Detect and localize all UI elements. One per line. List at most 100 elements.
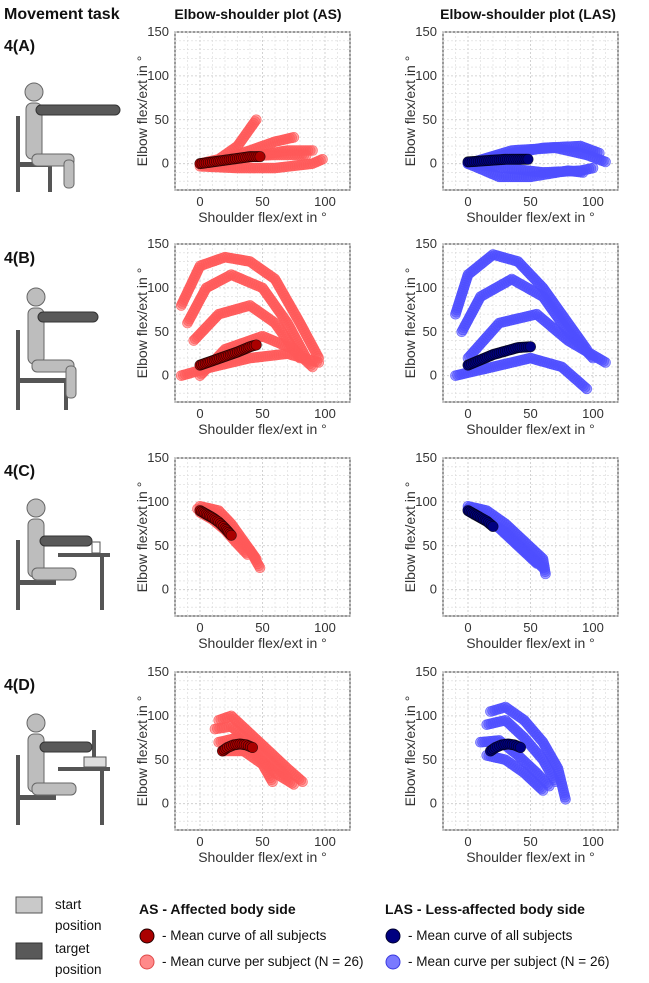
head-a — [24, 82, 44, 102]
row-label-4d: 4(D) — [4, 677, 35, 694]
x-tick-label: 50 — [523, 834, 537, 849]
col-title-as: Elbow-shoulder plot (AS) — [174, 6, 341, 22]
cup-icon — [91, 541, 101, 554]
x-tick-label: 0 — [196, 620, 203, 635]
mean-curve-point — [254, 151, 266, 163]
chair-leg-b — [64, 383, 68, 410]
y-tick-label: 100 — [415, 494, 437, 509]
subject-curve-point — [267, 776, 278, 788]
legend-las-header: LAS - Less-affected body side — [385, 901, 585, 917]
pictogram-4c — [16, 498, 110, 610]
plot-4d-as: 0 50 100 0 50 100 150 Shoulder flex/ext in ° Elb… — [134, 664, 351, 865]
y-tick-label: 150 — [415, 236, 437, 251]
shin-b — [65, 365, 77, 399]
plot-4c-as: 0 50 100 0 50 100 150 Shoulder flex/ext in ° Elb… — [134, 450, 351, 651]
x-axis-label: Shoulder flex/ext in ° — [466, 421, 595, 437]
legend-as-header: AS - Affected body side — [139, 901, 296, 917]
x-tick-label: 100 — [314, 406, 336, 421]
data-marks — [450, 249, 611, 395]
y-tick-label: 150 — [147, 24, 169, 39]
chair-back-d — [16, 755, 20, 825]
legend-as-subject-marker — [139, 954, 155, 970]
y-tick-label: 0 — [430, 156, 437, 171]
x-tick-label: 50 — [255, 834, 269, 849]
y-tick-label: 100 — [415, 280, 437, 295]
y-axis-label: Elbow flex/ext in ° — [134, 268, 150, 379]
table-leg-d — [100, 771, 104, 825]
y-tick-label: 150 — [147, 236, 169, 251]
x-tick-label: 100 — [582, 194, 604, 209]
chair-seat-c — [16, 580, 56, 585]
start-position-swatch — [15, 896, 43, 914]
arm-target-d — [39, 741, 93, 753]
x-axis-label: Shoulder flex/ext in ° — [198, 635, 327, 651]
y-tick-label: 0 — [430, 368, 437, 383]
plot-4a-las: 0 50 100 0 50 100 150 Shoulder flex/ext in ° Elb… — [402, 24, 619, 225]
thigh-c — [31, 567, 77, 581]
subject-curve-point — [288, 132, 300, 143]
y-tick-label: 100 — [147, 68, 169, 83]
y-axis-label: Elbow flex/ext in ° — [402, 268, 418, 379]
x-tick-label: 0 — [464, 834, 471, 849]
y-tick-label: 0 — [162, 368, 169, 383]
y-tick-label: 0 — [162, 156, 169, 171]
legend-las-mean-marker — [385, 928, 401, 944]
plot-4a-as: 0 50 100 0 50 100 150 Shoulder flex/ext in ° Elb… — [134, 24, 351, 225]
subject-curve-point — [600, 357, 611, 368]
pictogram-4d — [16, 713, 110, 825]
chair-seat-b — [16, 378, 68, 383]
plot-grid: 0 50 100 0 50 100 150 Shoulder flex/ext in ° Elb… — [134, 24, 619, 865]
x-axis-label: Shoulder flex/ext in ° — [198, 849, 327, 865]
thigh-a — [31, 153, 75, 167]
subject-curve-point — [537, 785, 549, 796]
x-axis-label: Shoulder flex/ext in ° — [466, 635, 595, 651]
y-tick-label: 0 — [162, 796, 169, 811]
mean-curve-point — [522, 153, 534, 165]
y-tick-label: 50 — [155, 324, 169, 339]
y-tick-label: 50 — [423, 752, 437, 767]
subject-curve-point — [317, 153, 328, 165]
y-tick-label: 0 — [430, 796, 437, 811]
legend-las-mean: - Mean curve of all subjects — [408, 928, 573, 943]
y-axis-label: Elbow flex/ext in ° — [402, 482, 418, 593]
x-tick-label: 100 — [314, 834, 336, 849]
legend-las-subject-marker — [385, 954, 401, 970]
subject-curve-point — [300, 149, 312, 161]
x-tick-label: 100 — [582, 834, 604, 849]
target-position-swatch — [15, 942, 43, 960]
data-marks — [209, 710, 308, 790]
mean-curve-point — [247, 741, 259, 753]
row-label-4c: 4(C) — [4, 463, 35, 480]
plot-4c-las: 0 50 100 0 50 100 150 Shoulder flex/ext in ° Elb… — [402, 450, 619, 651]
y-tick-label: 150 — [415, 664, 437, 679]
y-tick-label: 150 — [147, 450, 169, 465]
chair-leg-a — [48, 167, 52, 192]
chair-back-c — [16, 540, 20, 610]
device-base-icon — [83, 756, 107, 768]
legend-as-subject: - Mean curve per subject (N = 26) — [162, 954, 363, 969]
head-d — [26, 713, 46, 733]
y-tick-label: 50 — [423, 324, 437, 339]
data-marks — [462, 140, 611, 183]
y-axis-label: Elbow flex/ext in ° — [134, 56, 150, 167]
head-c — [26, 498, 46, 518]
x-tick-label: 0 — [464, 406, 471, 421]
x-tick-label: 100 — [314, 620, 336, 635]
arm-target-a — [35, 104, 121, 116]
x-tick-label: 0 — [464, 194, 471, 209]
chair-back-a — [16, 116, 20, 192]
legend-as-mean: - Mean curve of all subjects — [162, 928, 327, 943]
pictogram-4a — [16, 82, 121, 192]
x-tick-label: 50 — [255, 194, 269, 209]
x-tick-label: 100 — [314, 194, 336, 209]
y-tick-label: 50 — [155, 538, 169, 553]
y-tick-label: 100 — [147, 280, 169, 295]
y-tick-label: 100 — [147, 494, 169, 509]
x-tick-label: 0 — [196, 194, 203, 209]
mean-curve-point — [487, 520, 499, 532]
x-axis-label: Shoulder flex/ext in ° — [198, 421, 327, 437]
x-tick-label: 100 — [582, 406, 604, 421]
y-axis-label: Elbow flex/ext in ° — [134, 696, 150, 807]
y-tick-label: 100 — [147, 708, 169, 723]
